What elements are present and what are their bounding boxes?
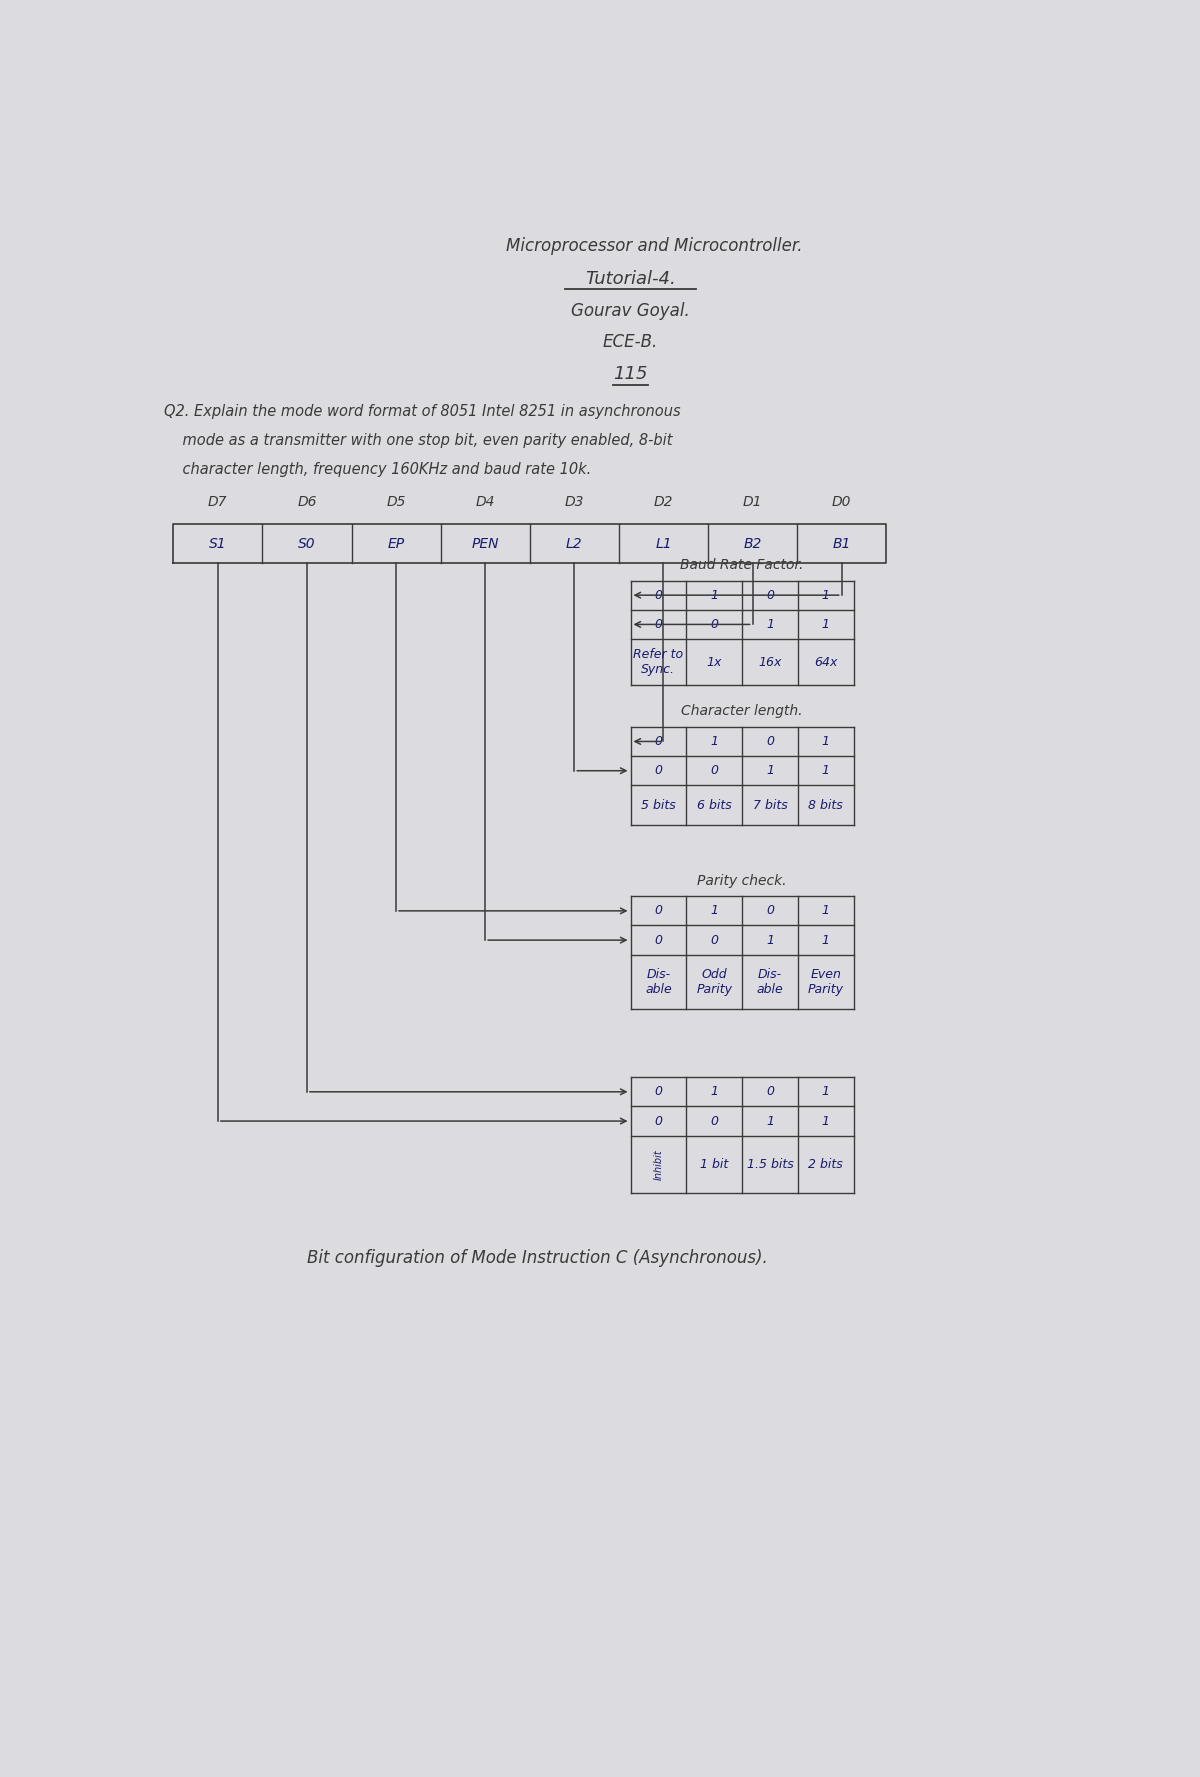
Text: 64x: 64x [814, 656, 838, 668]
Text: Even
Parity: Even Parity [808, 968, 844, 995]
Text: S0: S0 [298, 537, 316, 551]
Text: character length, frequency 160KHz and baud rate 10k.: character length, frequency 160KHz and b… [164, 462, 592, 478]
Text: 0: 0 [766, 588, 774, 602]
Text: Q2. Explain the mode word format of 8051 Intel 8251 in asynchronous: Q2. Explain the mode word format of 8051… [164, 403, 680, 419]
Text: Character length.: Character length. [682, 704, 803, 718]
Text: D6: D6 [298, 496, 317, 508]
Text: 5 bits: 5 bits [641, 800, 676, 812]
Text: 16x: 16x [758, 656, 781, 668]
Text: 1: 1 [710, 1086, 718, 1098]
Text: 0: 0 [654, 588, 662, 602]
Text: 8 bits: 8 bits [809, 800, 844, 812]
Text: 1: 1 [822, 764, 830, 777]
Text: Inhibit: Inhibit [654, 1150, 664, 1180]
Text: EP: EP [388, 537, 404, 551]
Text: Refer to
Sync.: Refer to Sync. [634, 649, 684, 677]
Text: 0: 0 [654, 904, 662, 917]
Text: 1: 1 [766, 933, 774, 947]
Text: 1: 1 [822, 1086, 830, 1098]
Text: D5: D5 [386, 496, 406, 508]
Text: 6 bits: 6 bits [697, 800, 732, 812]
Text: 0: 0 [654, 618, 662, 631]
Text: 0: 0 [710, 1114, 718, 1128]
Text: Microprocessor and Microcontroller.: Microprocessor and Microcontroller. [505, 236, 802, 254]
Text: D4: D4 [475, 496, 494, 508]
Text: B1: B1 [833, 537, 851, 551]
Text: 0: 0 [766, 904, 774, 917]
Text: 0: 0 [654, 736, 662, 748]
Text: D0: D0 [832, 496, 852, 508]
Text: 0: 0 [654, 1086, 662, 1098]
Text: Parity check.: Parity check. [697, 874, 787, 888]
Text: 1: 1 [822, 904, 830, 917]
Text: 115: 115 [613, 364, 648, 384]
Text: 1: 1 [766, 1114, 774, 1128]
Text: mode as a transmitter with one stop bit, even parity enabled, 8-bit: mode as a transmitter with one stop bit,… [164, 434, 672, 448]
Text: Gourav Goyal.: Gourav Goyal. [571, 302, 690, 320]
Text: B2: B2 [743, 537, 762, 551]
Text: Tutorial-4.: Tutorial-4. [586, 270, 676, 288]
Text: 1: 1 [822, 736, 830, 748]
Text: Bit configuration of Mode Instruction C (Asynchronous).: Bit configuration of Mode Instruction C … [307, 1249, 768, 1267]
Text: D1: D1 [743, 496, 762, 508]
Text: Baud Rate Factor.: Baud Rate Factor. [680, 558, 804, 572]
Text: 0: 0 [654, 1114, 662, 1128]
Text: Dis-
able: Dis- able [757, 968, 784, 995]
Text: 0: 0 [710, 933, 718, 947]
Text: 1: 1 [822, 933, 830, 947]
Text: D3: D3 [564, 496, 584, 508]
Text: 1.5 bits: 1.5 bits [746, 1159, 793, 1171]
Text: 1 bit: 1 bit [700, 1159, 728, 1171]
Text: 1: 1 [710, 904, 718, 917]
Text: L1: L1 [655, 537, 672, 551]
Text: 0: 0 [654, 764, 662, 777]
Text: 0: 0 [766, 736, 774, 748]
Text: 1: 1 [822, 588, 830, 602]
Text: 0: 0 [766, 1086, 774, 1098]
Text: 0: 0 [710, 764, 718, 777]
Text: 1: 1 [822, 1114, 830, 1128]
Text: D2: D2 [654, 496, 673, 508]
Text: 1: 1 [766, 764, 774, 777]
Text: 2 bits: 2 bits [809, 1159, 844, 1171]
Text: Dis-
able: Dis- able [646, 968, 672, 995]
Text: S1: S1 [209, 537, 227, 551]
Text: D7: D7 [208, 496, 228, 508]
Text: L2: L2 [566, 537, 583, 551]
Text: 1: 1 [710, 736, 718, 748]
Text: ECE-B.: ECE-B. [602, 332, 658, 350]
Text: 7 bits: 7 bits [752, 800, 787, 812]
Text: 0: 0 [710, 618, 718, 631]
Text: Odd
Parity: Odd Parity [696, 968, 732, 995]
Text: 1x: 1x [707, 656, 722, 668]
Text: PEN: PEN [472, 537, 499, 551]
Text: 1: 1 [822, 618, 830, 631]
Text: 1: 1 [710, 588, 718, 602]
Text: 1: 1 [766, 618, 774, 631]
Text: 0: 0 [654, 933, 662, 947]
